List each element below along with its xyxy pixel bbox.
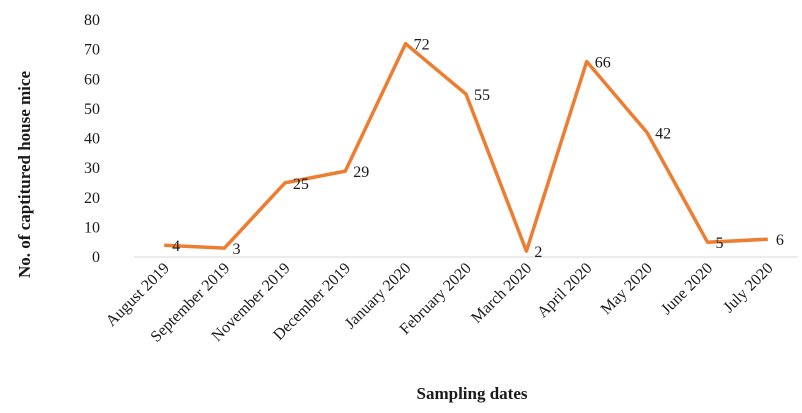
y-tick-label: 80 <box>84 12 100 29</box>
x-tick-label: July 2020 <box>720 260 776 316</box>
y-axis-title: No. of captitured house mice <box>15 71 34 278</box>
y-tick-label: 10 <box>84 219 100 236</box>
y-tick-label: 20 <box>84 190 100 207</box>
y-tick-label: 30 <box>84 160 100 177</box>
data-label: 6 <box>776 232 784 249</box>
y-tick-label: 60 <box>84 71 100 88</box>
data-label: 25 <box>293 176 309 193</box>
x-tick-label: June 2020 <box>658 260 716 318</box>
y-tick-label: 40 <box>84 131 100 148</box>
y-axis-ticks: 0 10 20 30 40 50 60 70 80 <box>84 12 100 266</box>
data-label: 3 <box>233 241 241 258</box>
data-labels: 4 3 25 29 72 55 2 66 42 5 6 <box>172 37 784 261</box>
y-tick-label: 50 <box>84 101 100 118</box>
data-label: 2 <box>534 244 542 261</box>
x-axis-title: Sampling dates <box>417 384 528 403</box>
x-tick-label: April 2020 <box>534 260 595 321</box>
data-label: 42 <box>655 126 671 143</box>
data-label: 29 <box>353 164 369 181</box>
data-label: 4 <box>172 238 180 255</box>
data-label: 72 <box>414 37 430 54</box>
data-label: 66 <box>595 54 611 71</box>
x-tick-label: March 2020 <box>468 260 535 327</box>
series-line <box>164 41 768 253</box>
y-tick-label: 0 <box>92 249 100 266</box>
y-tick-label: 70 <box>84 42 100 59</box>
data-label: 55 <box>474 87 490 104</box>
data-label: 5 <box>715 235 723 252</box>
x-tick-label: May 2020 <box>598 260 656 318</box>
